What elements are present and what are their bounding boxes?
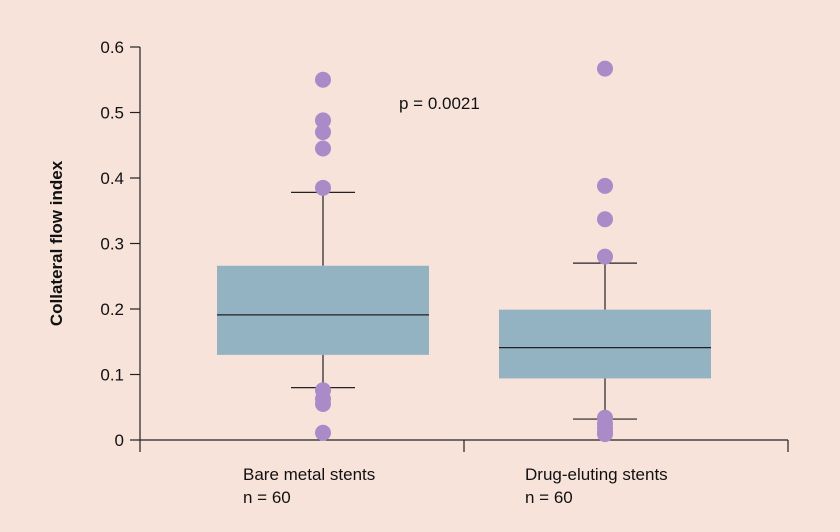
outlier-point bbox=[597, 177, 613, 194]
category-label: Bare metal stents bbox=[243, 465, 375, 484]
outlier-point bbox=[315, 112, 331, 129]
outlier-point bbox=[315, 395, 331, 412]
outlier-point bbox=[597, 426, 613, 443]
y-tick-label: 0.6 bbox=[100, 38, 124, 57]
y-tick-label: 0.3 bbox=[100, 235, 124, 254]
y-tick-label: 0 bbox=[115, 431, 124, 450]
outlier-point bbox=[315, 179, 331, 196]
labels: Collateral flow index p = 0.0021 Bare meta… bbox=[47, 94, 668, 507]
iqr-box bbox=[499, 309, 711, 379]
box-group bbox=[217, 71, 429, 441]
category-label: Drug-eluting stents bbox=[525, 465, 668, 484]
y-axis-label: Collateral flow index bbox=[47, 160, 66, 326]
iqr-box bbox=[217, 265, 429, 355]
category-n-label: n = 60 bbox=[243, 488, 291, 507]
outlier-point bbox=[315, 140, 331, 157]
category-n-label: n = 60 bbox=[525, 488, 573, 507]
axes: 0 0.1 0.2 0.3 0.4 0.5 0.6 bbox=[100, 38, 789, 452]
outlier-point bbox=[597, 60, 613, 77]
y-tick-label: 0.4 bbox=[100, 169, 124, 188]
outlier-point bbox=[315, 71, 331, 88]
p-value-annotation: p = 0.0021 bbox=[399, 94, 480, 113]
outlier-point bbox=[597, 248, 613, 265]
outlier-point bbox=[315, 424, 331, 441]
y-tick-label: 0.1 bbox=[100, 366, 124, 385]
y-tick-label: 0.2 bbox=[100, 300, 124, 319]
outlier-point bbox=[597, 211, 613, 228]
box-group bbox=[499, 60, 711, 443]
boxes bbox=[217, 60, 711, 443]
y-tick-label: 0.5 bbox=[100, 104, 124, 123]
outlier-point bbox=[315, 124, 331, 141]
